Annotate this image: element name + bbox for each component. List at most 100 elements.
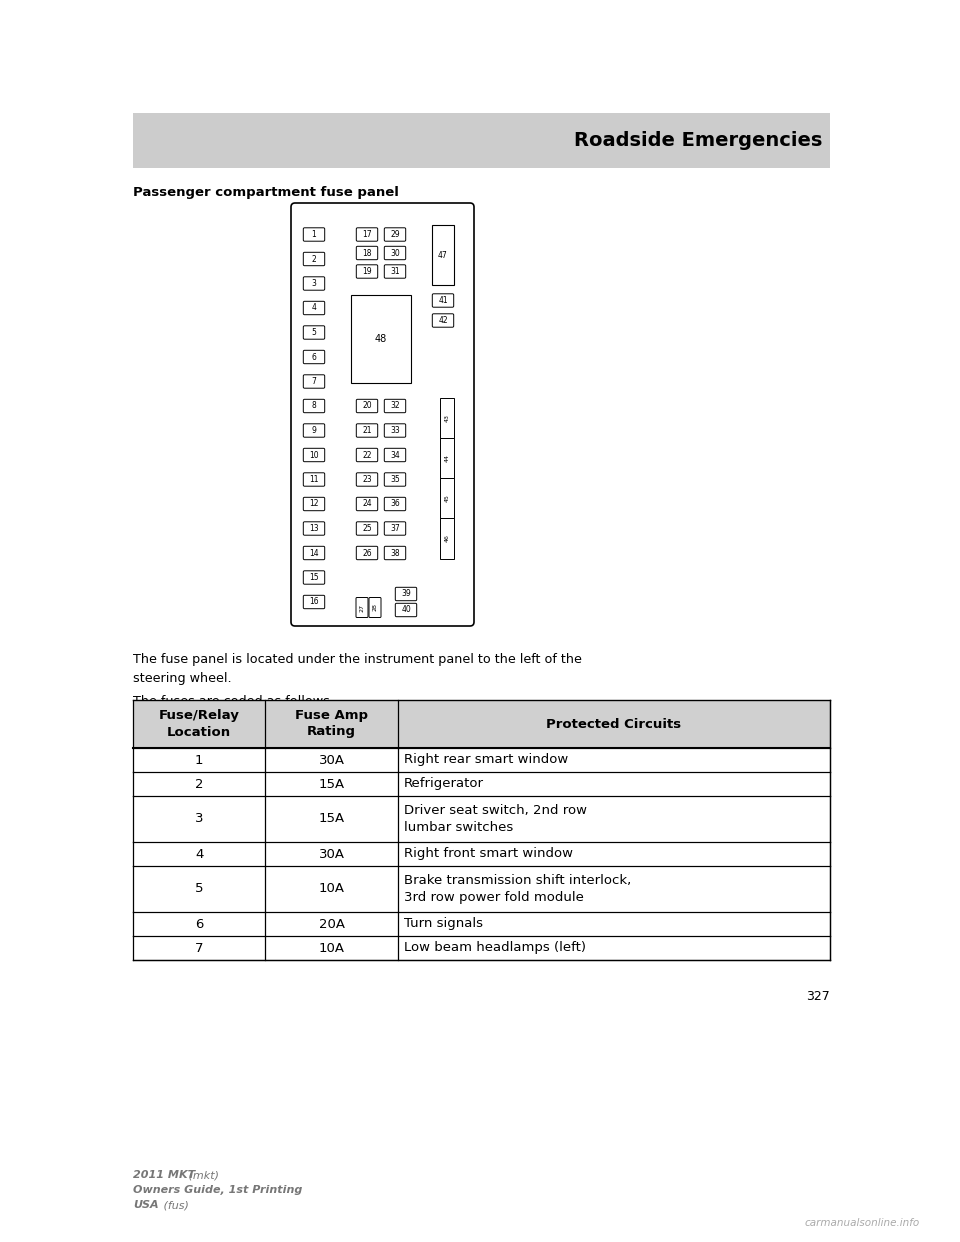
Text: 4: 4 xyxy=(312,303,317,313)
Text: carmanualsonline.info: carmanualsonline.info xyxy=(804,1218,920,1228)
Text: Low beam headlamps (left): Low beam headlamps (left) xyxy=(404,941,586,955)
FancyBboxPatch shape xyxy=(384,424,406,437)
Text: 11: 11 xyxy=(309,474,319,484)
FancyBboxPatch shape xyxy=(303,595,324,609)
Text: Owners Guide, 1st Printing: Owners Guide, 1st Printing xyxy=(133,1185,302,1195)
Text: Refrigerator: Refrigerator xyxy=(404,777,484,790)
Text: The fuse panel is located under the instrument panel to the left of the
steering: The fuse panel is located under the inst… xyxy=(133,653,582,686)
Text: 6: 6 xyxy=(312,353,317,361)
Text: 31: 31 xyxy=(390,267,399,276)
Text: 24: 24 xyxy=(362,499,372,508)
Text: 22: 22 xyxy=(362,451,372,460)
Text: 28: 28 xyxy=(372,604,377,611)
Text: 29: 29 xyxy=(390,230,399,238)
Text: 25: 25 xyxy=(362,524,372,533)
FancyBboxPatch shape xyxy=(303,448,324,462)
FancyBboxPatch shape xyxy=(303,546,324,560)
FancyBboxPatch shape xyxy=(303,399,324,412)
Text: 12: 12 xyxy=(309,499,319,508)
FancyBboxPatch shape xyxy=(303,325,324,339)
Text: 36: 36 xyxy=(390,499,400,508)
FancyBboxPatch shape xyxy=(356,399,377,412)
FancyBboxPatch shape xyxy=(356,246,377,260)
Text: 16: 16 xyxy=(309,597,319,606)
Text: 47: 47 xyxy=(438,251,448,260)
Text: 15A: 15A xyxy=(319,777,345,790)
FancyBboxPatch shape xyxy=(303,497,324,510)
Text: 44: 44 xyxy=(444,453,449,462)
Text: 41: 41 xyxy=(438,296,447,306)
Bar xyxy=(133,936,830,960)
Text: 9: 9 xyxy=(312,426,317,435)
Text: 20: 20 xyxy=(362,401,372,411)
Text: Fuse Amp
Rating: Fuse Amp Rating xyxy=(295,709,368,739)
FancyBboxPatch shape xyxy=(303,522,324,535)
Text: 7: 7 xyxy=(312,378,317,386)
Text: (mkt): (mkt) xyxy=(185,1170,219,1180)
Text: 3: 3 xyxy=(195,812,204,826)
Bar xyxy=(133,842,830,866)
Bar xyxy=(440,437,454,478)
FancyBboxPatch shape xyxy=(356,227,377,241)
Text: 10: 10 xyxy=(309,451,319,460)
Text: 23: 23 xyxy=(362,474,372,484)
Text: 10A: 10A xyxy=(319,883,345,895)
FancyBboxPatch shape xyxy=(303,277,324,291)
Text: 20A: 20A xyxy=(319,918,345,930)
Text: 18: 18 xyxy=(362,248,372,257)
Text: 27: 27 xyxy=(359,604,365,611)
Bar xyxy=(133,796,830,842)
Text: The fuses are coded as follows.: The fuses are coded as follows. xyxy=(133,696,334,708)
FancyBboxPatch shape xyxy=(303,375,324,389)
Text: 2011 MKT: 2011 MKT xyxy=(133,1170,195,1180)
FancyBboxPatch shape xyxy=(303,252,324,266)
FancyBboxPatch shape xyxy=(384,265,406,278)
Text: 7: 7 xyxy=(195,941,204,955)
Text: 32: 32 xyxy=(390,401,399,411)
Bar xyxy=(133,773,830,796)
Text: Right rear smart window: Right rear smart window xyxy=(404,754,568,766)
Text: 5: 5 xyxy=(312,328,317,337)
Bar xyxy=(440,518,454,559)
Text: 2: 2 xyxy=(312,255,317,263)
FancyBboxPatch shape xyxy=(303,350,324,364)
Text: 43: 43 xyxy=(444,414,449,421)
Bar xyxy=(133,748,830,773)
Text: 13: 13 xyxy=(309,524,319,533)
Text: 15: 15 xyxy=(309,573,319,582)
FancyBboxPatch shape xyxy=(432,294,454,307)
Text: Turn signals: Turn signals xyxy=(404,918,483,930)
Bar xyxy=(133,700,830,748)
Text: 30: 30 xyxy=(390,248,400,257)
FancyBboxPatch shape xyxy=(291,202,474,626)
Text: 10A: 10A xyxy=(319,941,345,955)
Text: 327: 327 xyxy=(806,990,830,1004)
Text: 39: 39 xyxy=(401,590,411,599)
Text: 14: 14 xyxy=(309,549,319,558)
Text: Passenger compartment fuse panel: Passenger compartment fuse panel xyxy=(133,186,398,199)
FancyBboxPatch shape xyxy=(303,571,324,584)
Text: Right front smart window: Right front smart window xyxy=(404,847,573,861)
FancyBboxPatch shape xyxy=(384,246,406,260)
Bar xyxy=(440,478,454,518)
Bar xyxy=(351,296,411,383)
Text: 48: 48 xyxy=(374,334,387,344)
Text: 21: 21 xyxy=(362,426,372,435)
FancyBboxPatch shape xyxy=(303,227,324,241)
Text: 15A: 15A xyxy=(319,812,345,826)
FancyBboxPatch shape xyxy=(384,546,406,560)
FancyBboxPatch shape xyxy=(384,227,406,241)
Bar xyxy=(440,397,454,437)
Text: 30A: 30A xyxy=(319,847,345,861)
Bar xyxy=(133,113,830,168)
FancyBboxPatch shape xyxy=(356,497,377,510)
FancyBboxPatch shape xyxy=(384,399,406,412)
Text: 19: 19 xyxy=(362,267,372,276)
Text: 4: 4 xyxy=(195,847,204,861)
Bar xyxy=(432,225,454,284)
Text: Roadside Emergencies: Roadside Emergencies xyxy=(574,130,822,150)
Text: (fus): (fus) xyxy=(160,1200,189,1210)
Text: 26: 26 xyxy=(362,549,372,558)
FancyBboxPatch shape xyxy=(356,265,377,278)
Text: Protected Circuits: Protected Circuits xyxy=(546,718,682,730)
